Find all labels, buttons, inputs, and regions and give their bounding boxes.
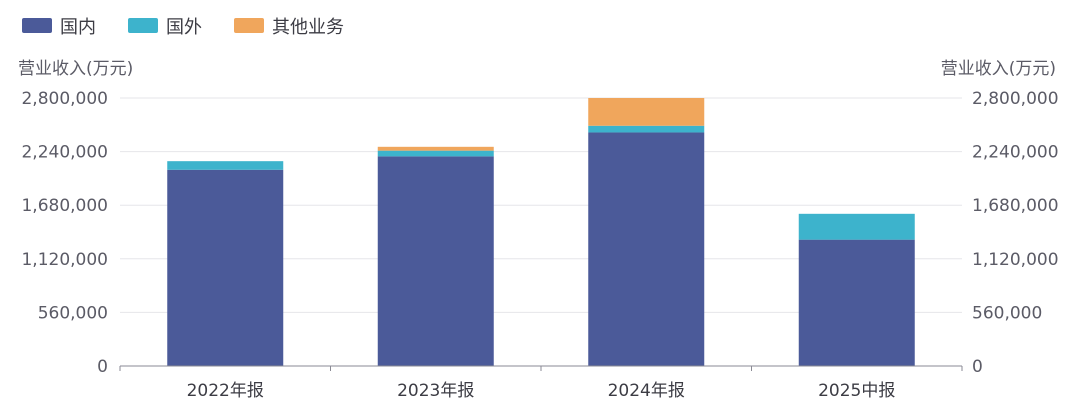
bar-segment [377, 150, 494, 157]
y-tick-label-right: 2,240,000 [972, 143, 1059, 163]
bar-segment [167, 169, 284, 366]
y-tick-label-left: 1,680,000 [21, 196, 108, 216]
legend-label-0: 国内 [60, 17, 96, 38]
bar-segment [588, 98, 705, 126]
bar-segment [377, 146, 494, 151]
legend-label-2: 其他业务 [272, 17, 344, 38]
bar-segment [798, 239, 915, 366]
bar-segment [588, 132, 705, 366]
y-tick-label-left: 560,000 [38, 303, 108, 323]
y-tick-label-right: 1,680,000 [972, 196, 1059, 216]
y-axis-right: 0 560,000 1,120,000 1,680,000 2,240,000 2,800… [972, 89, 1059, 377]
legend-swatch-1 [128, 18, 158, 33]
y-tick-label-left: 1,120,000 [21, 250, 108, 270]
x-axis: 2022年报 2023年报 2024年报 2025中报 [119, 366, 963, 401]
x-tick-label: 2022年报 [187, 381, 264, 401]
legend-label-1: 国外 [166, 17, 202, 38]
y-tick-label-left: 2,240,000 [21, 143, 108, 163]
bar-segment [588, 125, 705, 133]
bar-segment [167, 161, 284, 170]
legend-swatch-0 [22, 18, 52, 33]
legend: 国内 国外 其他业务 [22, 17, 344, 38]
bar-segment [377, 156, 494, 366]
bar-segment [798, 213, 915, 240]
y-tick-label-right: 560,000 [972, 303, 1042, 323]
y-axis-title-left: 营业收入(万元) [18, 59, 133, 79]
x-tick-label: 2024年报 [608, 381, 685, 401]
bars [167, 98, 915, 366]
y-tick-label-right: 1,120,000 [972, 250, 1059, 270]
y-axis-left: 0 560,000 1,120,000 1,680,000 2,240,000 2,800… [21, 89, 108, 377]
y-tick-label-left: 2,800,000 [21, 89, 108, 109]
y-tick-label-right: 2,800,000 [972, 89, 1059, 109]
y-tick-label-left: 0 [97, 357, 108, 377]
x-tick-label: 2023年报 [397, 381, 474, 401]
x-tick-label: 2025中报 [818, 381, 895, 401]
y-axis-title-right: 营业收入(万元) [941, 59, 1056, 79]
legend-swatch-2 [234, 18, 264, 33]
y-tick-label-right: 0 [972, 357, 983, 377]
